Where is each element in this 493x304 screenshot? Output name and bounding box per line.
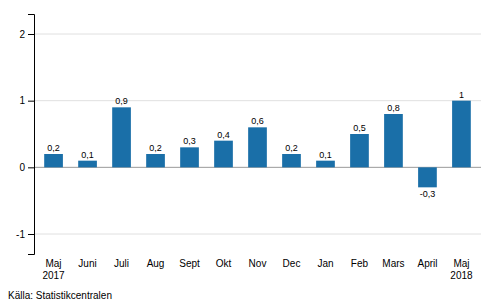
bar <box>282 154 301 167</box>
x-tick-label-line: Feb <box>351 258 369 269</box>
bar <box>146 154 165 167</box>
x-tick-label: Mars <box>382 258 404 269</box>
x-tick: Nov <box>249 258 267 269</box>
bar <box>248 127 267 167</box>
chart: 0,20,10,90,20,30,40,60,20,10,50,8-0,31-1… <box>0 0 493 304</box>
x-tick: Juni <box>78 258 96 269</box>
data-label: 0,4 <box>217 130 230 140</box>
x-tick-label: Dec <box>283 258 301 269</box>
x-tick: Aug <box>147 258 165 269</box>
x-tick-label: Aug <box>147 258 165 269</box>
x-tick: Jan <box>317 258 333 269</box>
x-tick-label-line: 2017 <box>42 270 65 281</box>
y-tick: 0 <box>19 162 34 173</box>
bar <box>350 134 369 167</box>
x-tick-label-line: Maj <box>453 258 469 269</box>
x-tick-label: Maj2017 <box>42 258 65 281</box>
bar <box>384 114 403 167</box>
x-tick-label-line: Jan <box>317 258 333 269</box>
x-tick-label-line: Mars <box>382 258 404 269</box>
x-tick-label: Sept <box>179 258 200 269</box>
y-tick: 1 <box>19 95 34 106</box>
y-tick-mark <box>28 101 34 102</box>
x-tick: Maj2018 <box>450 258 473 281</box>
y-tick-mark <box>28 234 34 235</box>
source-note: Källa: Statistikcentralen <box>8 290 112 301</box>
y-tick-label: -1 <box>16 229 25 240</box>
y-axis-line <box>28 15 35 255</box>
y-tick-label: 2 <box>19 29 25 40</box>
x-tick-label: Nov <box>249 258 267 269</box>
data-label: 0,2 <box>149 143 162 153</box>
bar <box>180 147 199 167</box>
y-tick-mark <box>28 167 34 168</box>
plot: 0,20,10,90,20,30,40,60,20,10,50,8-0,31-1… <box>16 15 481 281</box>
data-label: 0,1 <box>81 150 94 160</box>
data-label: 0,5 <box>353 123 366 133</box>
y-tick-label: 1 <box>19 95 25 106</box>
data-label: 0,2 <box>47 143 60 153</box>
bars <box>44 101 471 188</box>
x-tick-label: Feb <box>351 258 369 269</box>
bar <box>44 154 63 167</box>
x-tick-label-line: Okt <box>216 258 232 269</box>
grid-line <box>34 234 481 235</box>
x-tick: Okt <box>216 258 232 269</box>
data-label: 0,6 <box>251 116 264 126</box>
x-tick-label-line: Maj <box>45 258 61 269</box>
x-tick: Feb <box>351 258 369 269</box>
data-label: -0,3 <box>420 189 436 199</box>
x-tick: April <box>417 258 437 269</box>
x-tick-label: Juni <box>78 258 96 269</box>
data-label: 1 <box>459 90 464 100</box>
x-tick-label: Juli <box>114 258 129 269</box>
bar <box>418 167 437 187</box>
data-label: 0,8 <box>387 103 400 113</box>
bar <box>78 161 97 168</box>
x-tick-label-line: Sept <box>179 258 200 269</box>
grid-line <box>34 34 481 35</box>
x-tick: Juli <box>114 258 129 269</box>
x-tick-label-line: Nov <box>249 258 267 269</box>
data-label: 0,1 <box>319 150 332 160</box>
bar <box>214 141 233 168</box>
x-tick: Dec <box>283 258 301 269</box>
y-tick-label: 0 <box>19 162 25 173</box>
y-tick: -1 <box>16 229 34 240</box>
data-label: 0,3 <box>183 136 196 146</box>
x-tick-label: Jan <box>317 258 333 269</box>
y-axis: -1 0 1 2 <box>16 15 34 255</box>
bar <box>112 107 131 167</box>
data-labels: 0,2 0,1 0,9 0,2 0,3 0,4 0,6 0,2 0,1 0,5 0,8 -0,3 1 <box>47 90 464 199</box>
x-tick-label-line: April <box>417 258 437 269</box>
x-tick: Maj2017 <box>42 258 65 281</box>
grid-line <box>34 100 481 101</box>
bar <box>452 101 471 168</box>
x-tick-label-line: Aug <box>147 258 165 269</box>
x-tick-label-line: Juni <box>78 258 96 269</box>
data-label: 0,9 <box>115 96 128 106</box>
x-tick-label: Maj2018 <box>450 258 473 281</box>
y-tick: 2 <box>19 29 34 40</box>
x-axis: Maj2017JuniJuliAugSeptOktNovDecJanFebMar… <box>42 258 473 281</box>
x-tick-label-line: Dec <box>283 258 301 269</box>
data-label: 0,2 <box>285 143 298 153</box>
x-tick-label: Okt <box>216 258 232 269</box>
grid <box>34 34 481 234</box>
bar <box>316 161 335 168</box>
x-tick-label-line: 2018 <box>450 270 473 281</box>
x-tick: Mars <box>382 258 404 269</box>
x-tick-label-line: Juli <box>114 258 129 269</box>
x-tick-label: April <box>417 258 437 269</box>
y-tick-mark <box>28 34 34 35</box>
x-tick: Sept <box>179 258 200 269</box>
